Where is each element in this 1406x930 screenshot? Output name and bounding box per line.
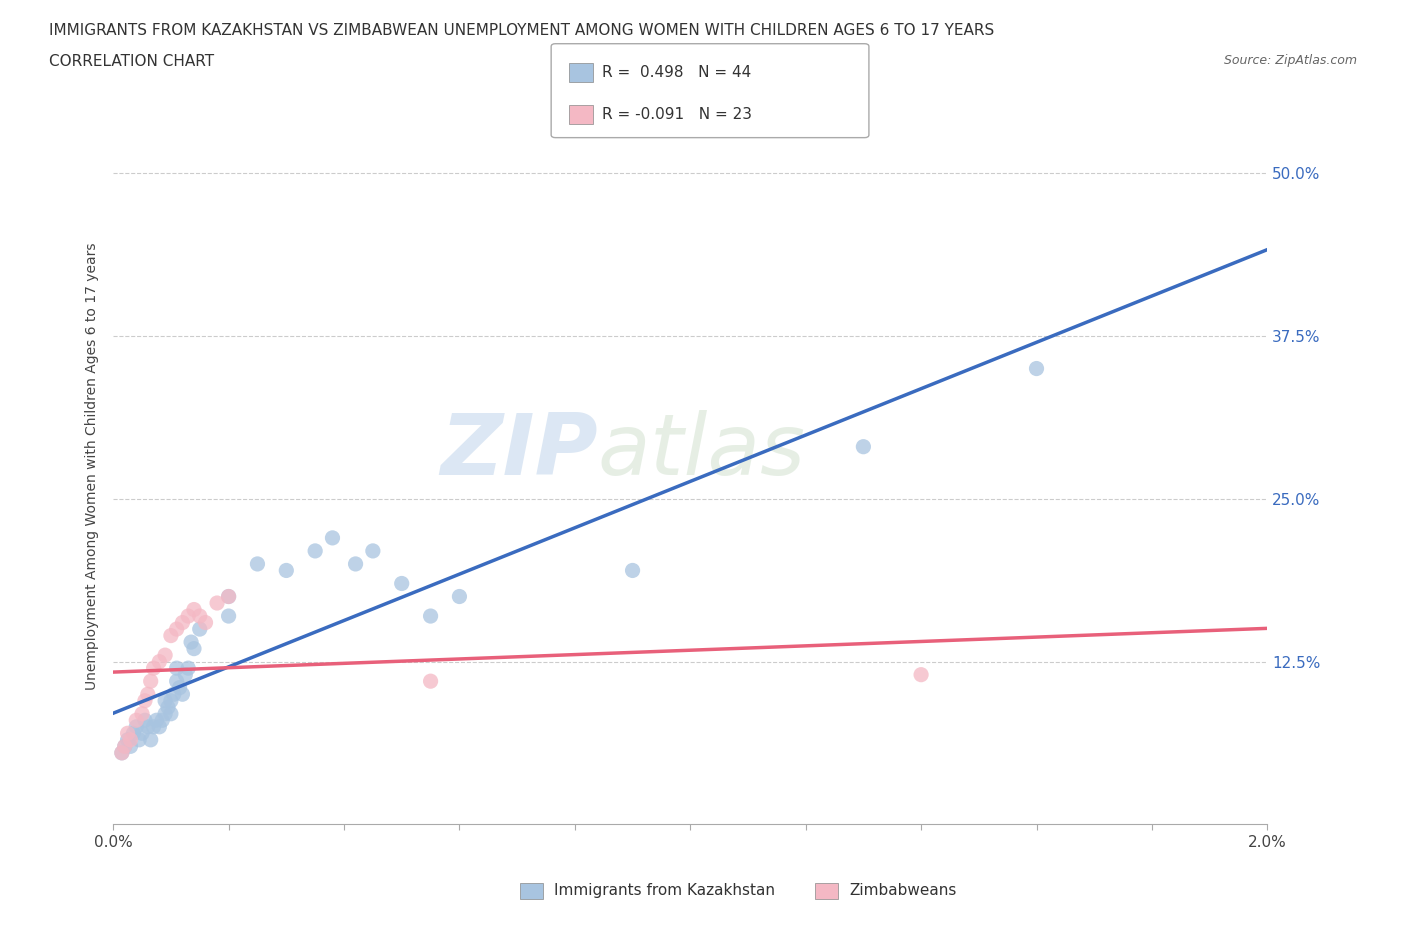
Point [120,732,142,747]
Point [910,667,932,682]
Point [156,699,179,714]
Point [218,589,240,604]
Text: atlas: atlas [598,410,806,494]
Point [142,719,165,734]
Point [344,556,367,571]
Point [177,608,200,623]
Point [153,693,176,708]
Text: ZIP: ZIP [440,410,598,494]
Point [166,660,188,675]
Point [136,686,159,701]
Point [120,738,142,753]
Point [125,712,148,727]
Point [153,647,176,662]
Point [134,693,156,708]
Y-axis label: Unemployment Among Women with Children Ages 6 to 17 years: Unemployment Among Women with Children A… [86,243,100,690]
Point [205,595,228,610]
Point [128,732,150,747]
Point [131,706,153,721]
Point [174,667,197,682]
Point [361,543,384,558]
Point [139,732,162,747]
Point [134,712,156,727]
Point [114,738,136,753]
Point [419,673,441,688]
Point [246,556,269,571]
Point [131,725,153,740]
Point [419,608,441,623]
Point [172,686,194,701]
Point [148,719,170,734]
Point [180,634,202,649]
Point [321,530,343,545]
Point [160,706,183,721]
Point [218,608,240,623]
Point [150,712,173,727]
Point [111,746,134,761]
Point [166,621,188,636]
Point [183,641,205,656]
Text: CORRELATION CHART: CORRELATION CHART [49,54,214,69]
Point [148,654,170,669]
Point [166,673,188,688]
Point [177,660,200,675]
Text: R = -0.091   N = 23: R = -0.091 N = 23 [602,107,752,122]
Point [183,602,205,617]
Point [114,738,136,753]
Text: Immigrants from Kazakhstan: Immigrants from Kazakhstan [554,883,775,897]
Text: Zimbabweans: Zimbabweans [849,883,956,897]
Point [122,725,145,740]
Point [117,732,139,747]
Point [142,660,165,675]
Text: Source: ZipAtlas.com: Source: ZipAtlas.com [1223,54,1357,67]
Point [160,628,183,643]
Point [188,621,211,636]
Point [160,693,183,708]
Point [153,706,176,721]
Text: IMMIGRANTS FROM KAZAKHSTAN VS ZIMBABWEAN UNEMPLOYMENT AMONG WOMEN WITH CHILDREN : IMMIGRANTS FROM KAZAKHSTAN VS ZIMBABWEAN… [49,23,994,38]
Point [117,725,139,740]
Point [276,563,298,578]
Point [125,719,148,734]
Text: R =  0.498   N = 44: R = 0.498 N = 44 [602,65,751,80]
Point [111,746,134,761]
Point [852,439,875,454]
Point [304,543,326,558]
Point [449,589,471,604]
Point [1025,361,1047,376]
Point [218,589,240,604]
Point [145,712,167,727]
Point [172,615,194,630]
Point [391,576,413,591]
Point [621,563,644,578]
Point [136,719,159,734]
Point [139,673,162,688]
Point [194,615,217,630]
Point [163,686,186,701]
Point [169,680,191,695]
Point [188,608,211,623]
